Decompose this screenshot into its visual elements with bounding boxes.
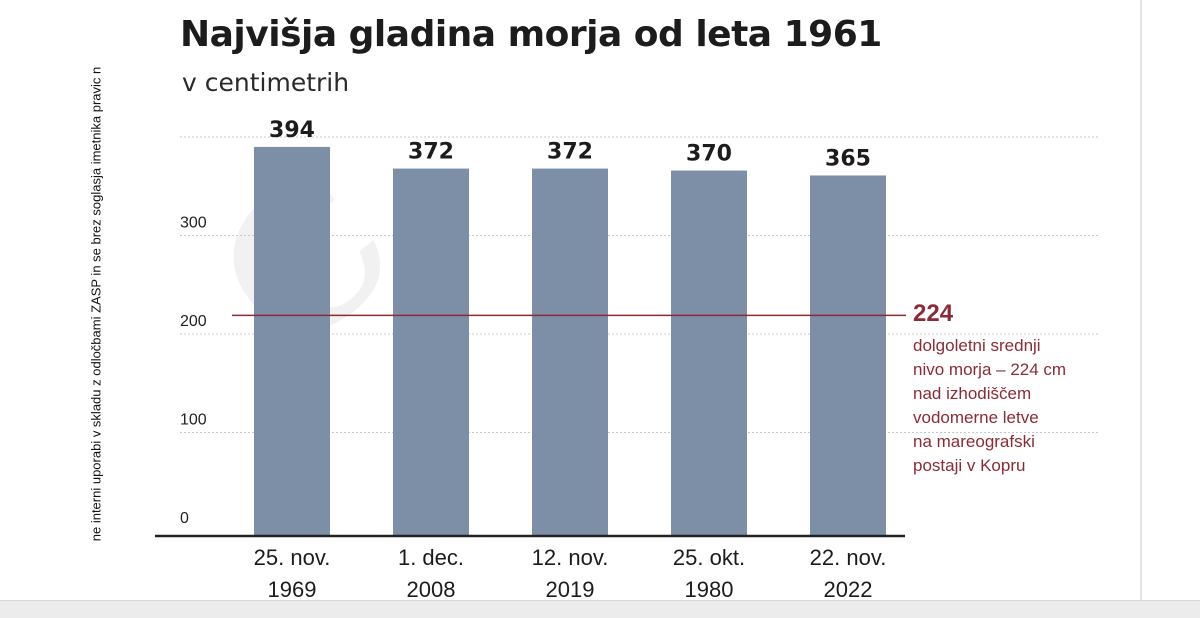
bottom-band: [0, 600, 1200, 618]
bar-value-label: 372: [408, 140, 454, 165]
bar-value-label: 365: [825, 146, 871, 171]
bar-value-label: 394: [269, 118, 315, 143]
x-tick-label: 12. nov.: [532, 545, 609, 570]
chart-subtitle: v centimetrih: [182, 68, 350, 97]
bar: [532, 168, 608, 535]
bar: [810, 175, 886, 535]
reference-note: dolgoletni srednji nivo morja – 224 cm n…: [913, 336, 1067, 475]
bar-value-label: 370: [686, 142, 732, 167]
x-tick-label: 22. nov.: [810, 545, 887, 570]
x-tick-label: 1969: [268, 577, 317, 602]
x-tick-label: 1980: [685, 577, 734, 602]
chart-title: Najvišja gladina morja od leta 1961: [180, 14, 882, 55]
bar-value-label: 372: [547, 140, 593, 165]
page-edge: [1140, 0, 1142, 600]
x-tick-label: 2008: [407, 577, 456, 602]
y-tick-label: 200: [180, 313, 207, 330]
reference-value: 224: [913, 300, 954, 327]
y-tick-label: 0: [180, 510, 189, 527]
x-tick-label: 25. nov.: [254, 545, 331, 570]
x-tick-label: 1. dec.: [398, 545, 464, 570]
bar: [254, 146, 330, 535]
bar: [393, 168, 469, 535]
x-tick-label: 25. okt.: [673, 545, 745, 570]
left-margin: ne interni uporabi v skladu z odločbami …: [0, 0, 112, 600]
bar: [671, 170, 747, 536]
x-tick-label: 2022: [824, 577, 873, 602]
y-tick-label: 100: [180, 412, 207, 429]
x-tick-label: 2019: [546, 577, 595, 602]
y-tick-label: 300: [180, 215, 207, 232]
